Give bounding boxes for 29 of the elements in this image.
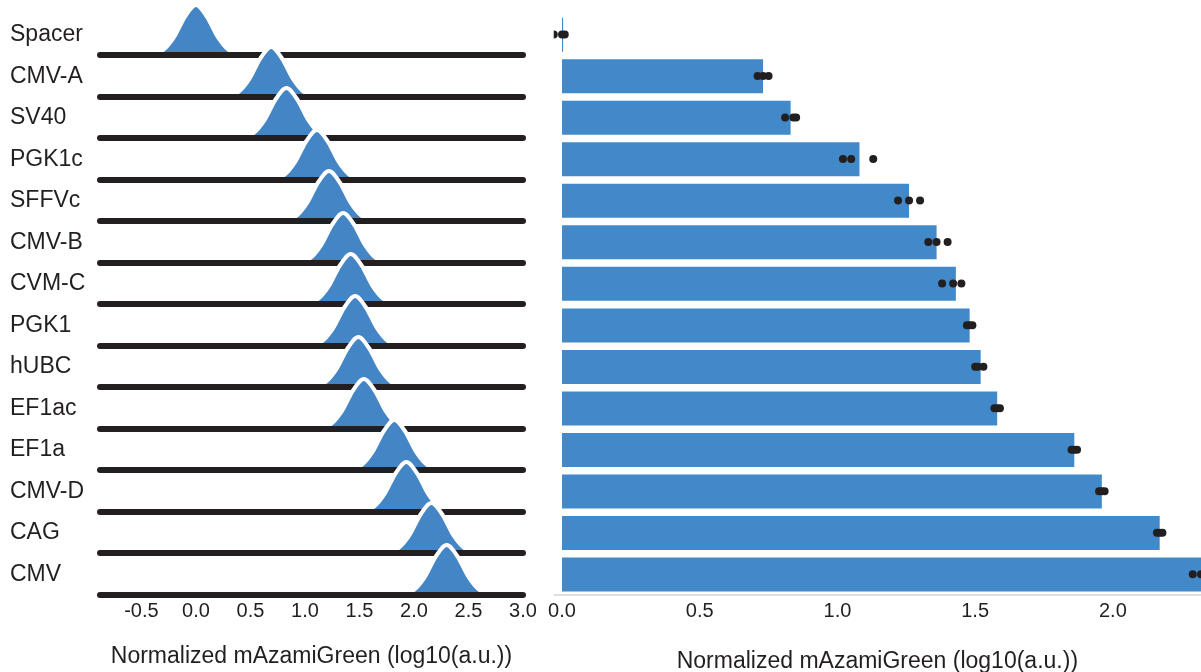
text: CVM-C xyxy=(10,269,86,296)
text: SFFVc xyxy=(10,186,81,213)
x-tick-label: 1.0 xyxy=(823,599,852,622)
x-tick-label: 2.0 xyxy=(400,598,428,621)
text: EF1ac xyxy=(10,393,77,421)
x-axis-title: Normalized mAzamiGreen (log10(a.u.)) xyxy=(676,647,1079,672)
x-tick-label: -0.5 xyxy=(124,598,159,621)
x-tick-label: 0.0 xyxy=(182,598,210,621)
x-tick-label: 1.0 xyxy=(291,598,319,621)
x-tick-label: 0.0 xyxy=(548,599,576,622)
text: EF1a xyxy=(10,435,65,462)
text: CMV-D xyxy=(10,476,85,504)
x-axis-title: Normalized mAzamiGreen (log10(a.u.)) xyxy=(110,641,513,668)
x-tick-label: 1.5 xyxy=(345,598,374,621)
x-tick-label: 0.5 xyxy=(236,598,265,621)
text: Spacer xyxy=(10,20,83,47)
text: PGK1 xyxy=(10,310,72,338)
x-tick-label: 2.5 xyxy=(454,598,483,621)
x-tick-label: 3.0 xyxy=(509,598,537,621)
text: CMV-B xyxy=(10,227,83,255)
text: CMV xyxy=(10,559,62,587)
x-tick-label: 1.5 xyxy=(961,599,990,622)
x-tick-label: 2.0 xyxy=(1098,599,1127,622)
x-tick-label: 0.5 xyxy=(685,599,714,622)
text: CMV-A xyxy=(10,61,83,89)
text: SV40 xyxy=(10,103,67,130)
text: hUBC xyxy=(10,352,72,379)
text: PGK1c xyxy=(10,144,83,172)
text: CAG xyxy=(10,518,60,545)
